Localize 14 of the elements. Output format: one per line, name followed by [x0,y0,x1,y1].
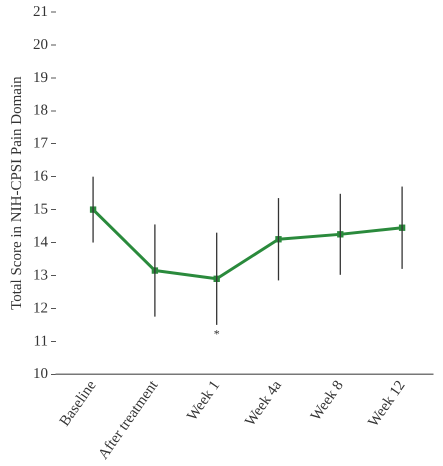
y-tick-label: 15 [33,202,48,218]
y-tick-label: 21 [33,4,48,20]
y-tick-label: 20 [33,36,48,53]
y-tick-label: 10 [33,366,48,382]
y-axis-title: Total Score in NIH-CPSI Pain Domain [8,76,25,310]
y-tick-label: 13 [33,267,48,284]
y-tick-label: 11 [34,333,48,350]
y-tick-label: 12 [33,300,48,316]
annotation: * [214,327,220,342]
y-tick-label: 17 [33,136,48,152]
y-tick-label: 16 [33,168,48,185]
y-tick-label: 19 [33,70,48,86]
y-tick-label: 14 [33,234,48,250]
y-tick-label: 18 [33,102,48,119]
